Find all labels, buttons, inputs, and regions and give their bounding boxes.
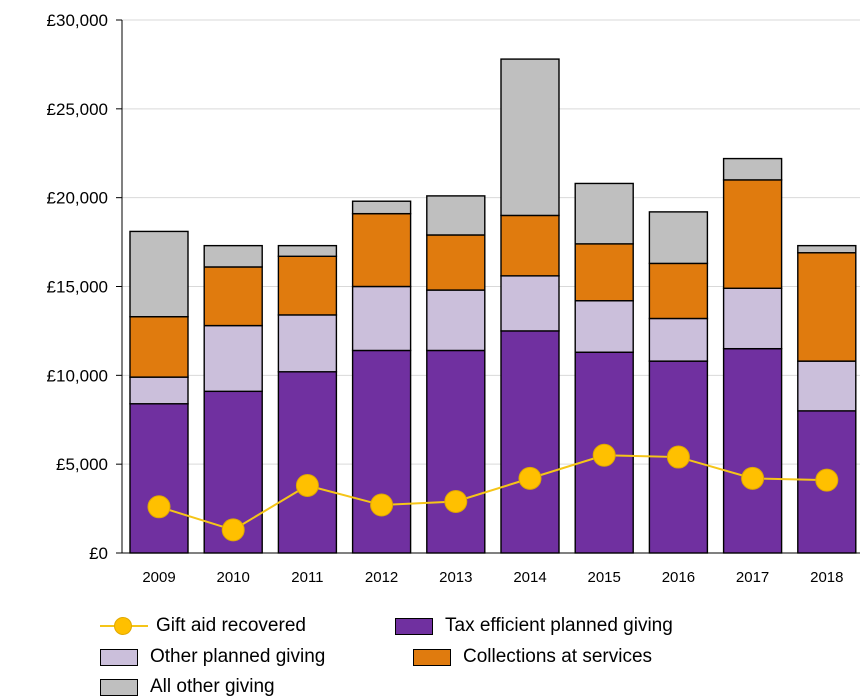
legend-item-other-planned: Other planned giving <box>100 645 325 669</box>
bar-segment <box>797 244 857 254</box>
legend: Gift aid recovered Tax efficient planned… <box>100 614 800 700</box>
bar-segment <box>574 243 634 302</box>
bar-segment <box>722 157 783 181</box>
bar-segment <box>797 360 857 412</box>
bar-segment <box>500 330 560 554</box>
y-tick-label: £5,000 <box>56 455 108 474</box>
legend-label-other-planned: Other planned giving <box>150 646 326 667</box>
bar-segment <box>722 287 783 350</box>
gift-aid-point <box>147 495 171 519</box>
y-tick-label: £20,000 <box>47 189 108 208</box>
bar-segment <box>574 182 634 245</box>
gift-aid-point <box>815 468 839 492</box>
bar-segment <box>648 262 709 320</box>
x-tick-label: 2011 <box>291 569 323 586</box>
bar-segment <box>351 212 412 288</box>
x-tick-label: 2017 <box>736 569 769 586</box>
bar-segment <box>500 275 560 332</box>
bar-segment <box>648 317 709 362</box>
legend-swatch-other-planned <box>100 648 138 666</box>
bar-segment <box>277 314 338 373</box>
bars <box>129 58 857 554</box>
bar-segment <box>500 214 560 277</box>
gift-aid-line <box>147 443 839 542</box>
legend-label-all-other: All other giving <box>150 676 275 697</box>
bar-segment <box>203 266 263 327</box>
bar-segment <box>203 244 263 268</box>
gift-aid-point <box>741 466 765 490</box>
x-tick-label: 2013 <box>439 569 472 586</box>
bar-segment <box>722 347 783 554</box>
bar-segment <box>351 200 412 215</box>
bar-segment <box>426 195 486 236</box>
bar-segment <box>129 316 189 378</box>
gift-aid-point <box>518 466 542 490</box>
x-tick-label: 2016 <box>662 569 695 586</box>
y-tick-label: £15,000 <box>47 278 108 297</box>
legend-swatch-collections <box>413 648 451 666</box>
bar-segment <box>797 252 857 362</box>
bar-segment <box>129 230 189 318</box>
bar-segment <box>203 324 263 393</box>
y-tick-label: £0 <box>89 544 108 563</box>
gift-aid-line-path <box>158 454 827 531</box>
bar-segment <box>426 234 486 291</box>
x-tick-label: 2018 <box>810 569 843 586</box>
bar-segment <box>722 179 783 289</box>
legend-item-all-other: All other giving <box>100 675 275 699</box>
legend-swatch-all-other <box>100 678 138 696</box>
legend-swatch-tax-efficient <box>395 617 433 635</box>
legend-item-tax-efficient: Tax efficient planned giving <box>395 614 673 638</box>
y-tick-label: £10,000 <box>47 366 108 385</box>
x-tick-label: 2014 <box>513 569 546 586</box>
stacked-bar-chart: £0 £5,000 £10,000 £15,000 £20,000 £25,000 £30,… <box>47 11 860 586</box>
gift-aid-point <box>444 489 468 513</box>
gift-aid-point <box>370 493 394 517</box>
bar-segment <box>426 349 486 554</box>
bar-segment <box>351 349 412 554</box>
bar-segment <box>277 244 338 257</box>
bar-segment <box>129 376 189 405</box>
x-axis: 2009 2010 2011 2012 2013 2014 2015 2016 2017 2018 <box>122 552 860 586</box>
x-tick-label: 2015 <box>588 569 621 586</box>
x-tick-label: 2010 <box>217 569 250 586</box>
bar-segment <box>574 300 634 353</box>
legend-label-gift-aid: Gift aid recovered <box>156 615 306 636</box>
bar-segment <box>426 289 486 352</box>
legend-label-collections: Collections at services <box>463 646 653 667</box>
legend-marker-gift-aid <box>100 614 148 638</box>
gift-aid-point <box>666 445 690 469</box>
bar-segment <box>277 371 338 554</box>
legend-item-gift-aid: Gift aid recovered <box>100 614 306 638</box>
gift-aid-point <box>221 518 245 542</box>
gift-aid-point <box>295 473 319 497</box>
bar-segment <box>351 285 412 352</box>
x-tick-label: 2009 <box>142 569 175 586</box>
y-axis: £0 £5,000 £10,000 £15,000 £20,000 £25,000 £30,… <box>47 11 123 563</box>
y-tick-label: £30,000 <box>47 11 108 30</box>
y-tick-label: £25,000 <box>47 100 108 119</box>
bar-segment <box>277 255 338 316</box>
legend-item-collections: Collections at services <box>413 645 652 669</box>
legend-label-tax-efficient: Tax efficient planned giving <box>445 615 673 636</box>
bar-segment <box>500 58 560 217</box>
x-tick-label: 2012 <box>365 569 398 586</box>
gift-aid-point <box>592 443 616 467</box>
bar-segment <box>129 403 189 554</box>
bar-segment <box>648 211 709 265</box>
